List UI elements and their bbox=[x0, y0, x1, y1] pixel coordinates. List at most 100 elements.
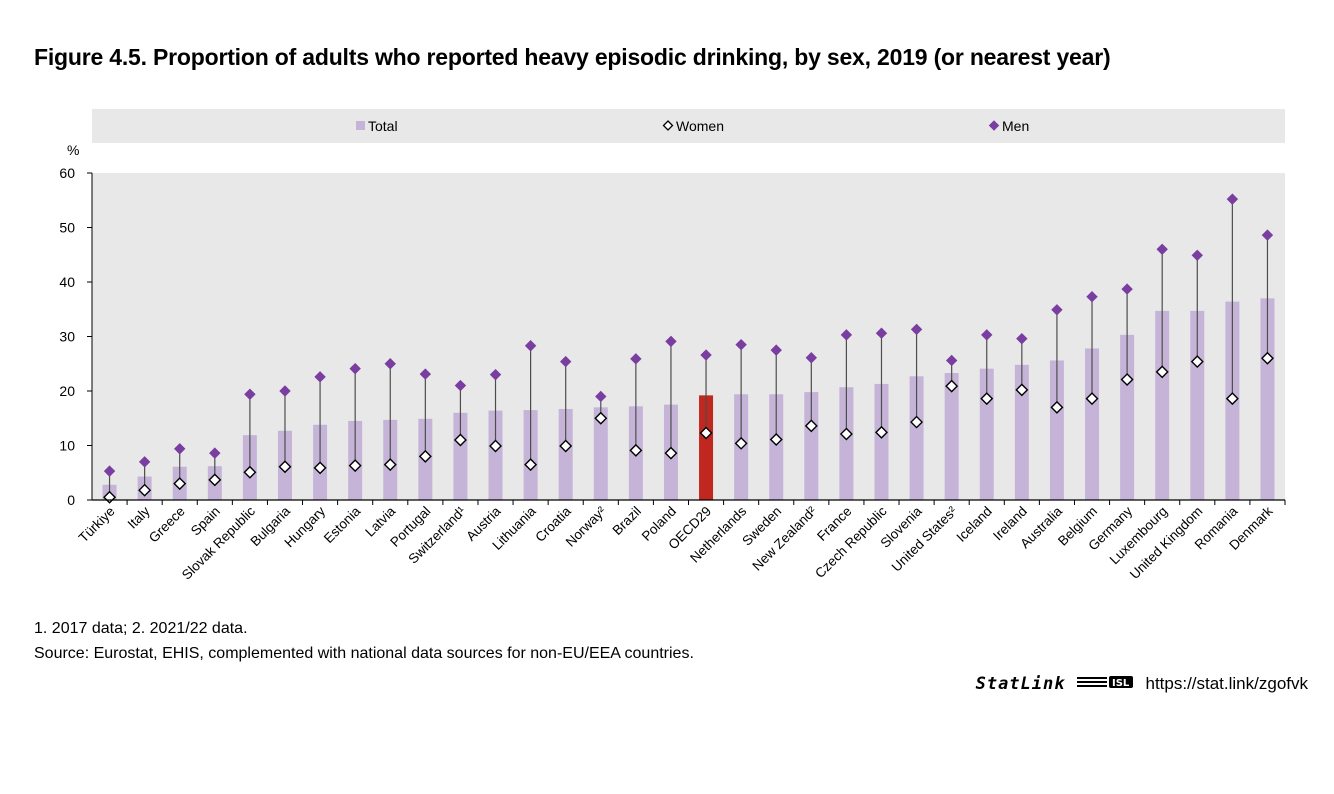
point-women bbox=[489, 439, 503, 453]
bar-total bbox=[1120, 334, 1135, 500]
point-women bbox=[1155, 365, 1169, 379]
bar-total bbox=[874, 383, 889, 500]
y-tick-label: 30 bbox=[59, 329, 75, 345]
statlink-logo-icon: ISL bbox=[1077, 674, 1135, 694]
point-men bbox=[174, 443, 186, 455]
point-men bbox=[524, 340, 537, 352]
point-men bbox=[1261, 229, 1274, 241]
statlink-url[interactable]: https://stat.link/zgofvk bbox=[1145, 674, 1308, 693]
point-women bbox=[208, 473, 222, 487]
y-tick-label: 10 bbox=[59, 438, 75, 454]
point-men bbox=[805, 352, 818, 364]
chart-title: Figure 4.5. Proportion of adults who rep… bbox=[34, 44, 1111, 70]
point-men bbox=[735, 338, 747, 351]
point-women bbox=[1190, 355, 1204, 369]
point-men bbox=[1121, 283, 1133, 295]
legend-women-label: Women bbox=[676, 118, 724, 134]
footnote: 1. 2017 data; 2. 2021/22 data. bbox=[34, 620, 248, 637]
bar-total bbox=[1190, 310, 1205, 500]
legend: Total Women Men bbox=[356, 118, 1029, 134]
bar-total bbox=[593, 407, 608, 500]
point-women bbox=[559, 439, 573, 453]
point-women bbox=[418, 449, 432, 463]
bar-total bbox=[769, 394, 784, 500]
point-women bbox=[804, 419, 818, 433]
bar-total bbox=[1085, 348, 1100, 500]
point-women bbox=[874, 425, 888, 439]
point-men bbox=[244, 388, 256, 400]
bar-total bbox=[804, 392, 819, 500]
legend-men-label: Men bbox=[1002, 118, 1029, 134]
y-tick-label: 20 bbox=[59, 383, 75, 399]
point-men bbox=[1226, 193, 1239, 205]
point-women bbox=[769, 433, 783, 446]
point-men bbox=[384, 358, 396, 370]
y-tick-label: 0 bbox=[67, 492, 75, 508]
point-women bbox=[839, 427, 853, 441]
legend-men-marker bbox=[988, 120, 1000, 131]
point-men bbox=[630, 353, 642, 365]
point-men bbox=[209, 447, 221, 459]
point-men bbox=[1156, 243, 1168, 256]
x-tick-label: Türkiye bbox=[76, 504, 118, 546]
point-men bbox=[279, 385, 291, 397]
x-tick-label: Iceland bbox=[953, 504, 994, 545]
point-men bbox=[1191, 249, 1203, 262]
point-women bbox=[524, 458, 538, 472]
point-women bbox=[313, 461, 327, 475]
point-women bbox=[594, 411, 608, 425]
point-men bbox=[595, 390, 607, 403]
legend-background bbox=[92, 109, 1285, 143]
point-women bbox=[980, 392, 994, 406]
point-women bbox=[173, 477, 187, 491]
source-note: Source: Eurostat, EHIS, complemented wit… bbox=[34, 645, 694, 662]
x-tick-label: Greece bbox=[146, 504, 188, 546]
svg-text:ISL: ISL bbox=[1112, 678, 1130, 689]
point-men bbox=[981, 329, 993, 341]
bar-total bbox=[909, 376, 924, 500]
y-tick-label: 50 bbox=[59, 220, 75, 236]
point-women bbox=[699, 426, 713, 440]
x-tick-label: Italy bbox=[125, 503, 153, 531]
plot-area bbox=[92, 173, 1285, 500]
point-men bbox=[875, 327, 888, 339]
point-women bbox=[734, 436, 748, 450]
y-axis-unit: % bbox=[67, 142, 79, 158]
point-men bbox=[910, 323, 923, 336]
point-men bbox=[314, 371, 326, 383]
point-women bbox=[1120, 373, 1134, 387]
point-men bbox=[454, 379, 467, 392]
point-men bbox=[349, 362, 361, 375]
point-men bbox=[419, 368, 432, 380]
point-men bbox=[559, 355, 572, 368]
point-women bbox=[1085, 392, 1099, 406]
point-women bbox=[138, 483, 152, 497]
statlink-brand: StatLink bbox=[975, 674, 1066, 694]
point-women bbox=[910, 415, 924, 429]
bar-total bbox=[839, 387, 854, 500]
x-tick-label: Estonia bbox=[321, 503, 364, 546]
point-women bbox=[664, 446, 678, 460]
point-women bbox=[243, 465, 257, 479]
bar-total bbox=[1049, 360, 1064, 500]
bar-total bbox=[453, 412, 468, 500]
bar-total bbox=[1260, 298, 1275, 500]
point-men bbox=[770, 344, 782, 356]
statlink: StatLink ISL https://stat.link/zgofvk bbox=[976, 674, 1308, 694]
point-women bbox=[629, 443, 643, 457]
point-women bbox=[1050, 400, 1064, 414]
legend-women-marker bbox=[662, 120, 674, 131]
chart: Total Women Men % 0 10 20 30 40 50 60 Türkiye It… bbox=[59, 109, 1286, 583]
y-tick-label: 40 bbox=[59, 274, 75, 290]
point-men bbox=[700, 349, 712, 361]
point-women bbox=[278, 460, 292, 474]
bar-total bbox=[944, 373, 959, 500]
point-men bbox=[103, 465, 116, 477]
bar-total bbox=[1155, 310, 1170, 500]
point-men bbox=[138, 456, 151, 468]
point-women bbox=[348, 459, 362, 473]
point-women bbox=[1260, 351, 1274, 365]
legend-total-swatch bbox=[356, 121, 365, 130]
bar-total bbox=[488, 410, 503, 500]
point-men bbox=[665, 335, 677, 348]
